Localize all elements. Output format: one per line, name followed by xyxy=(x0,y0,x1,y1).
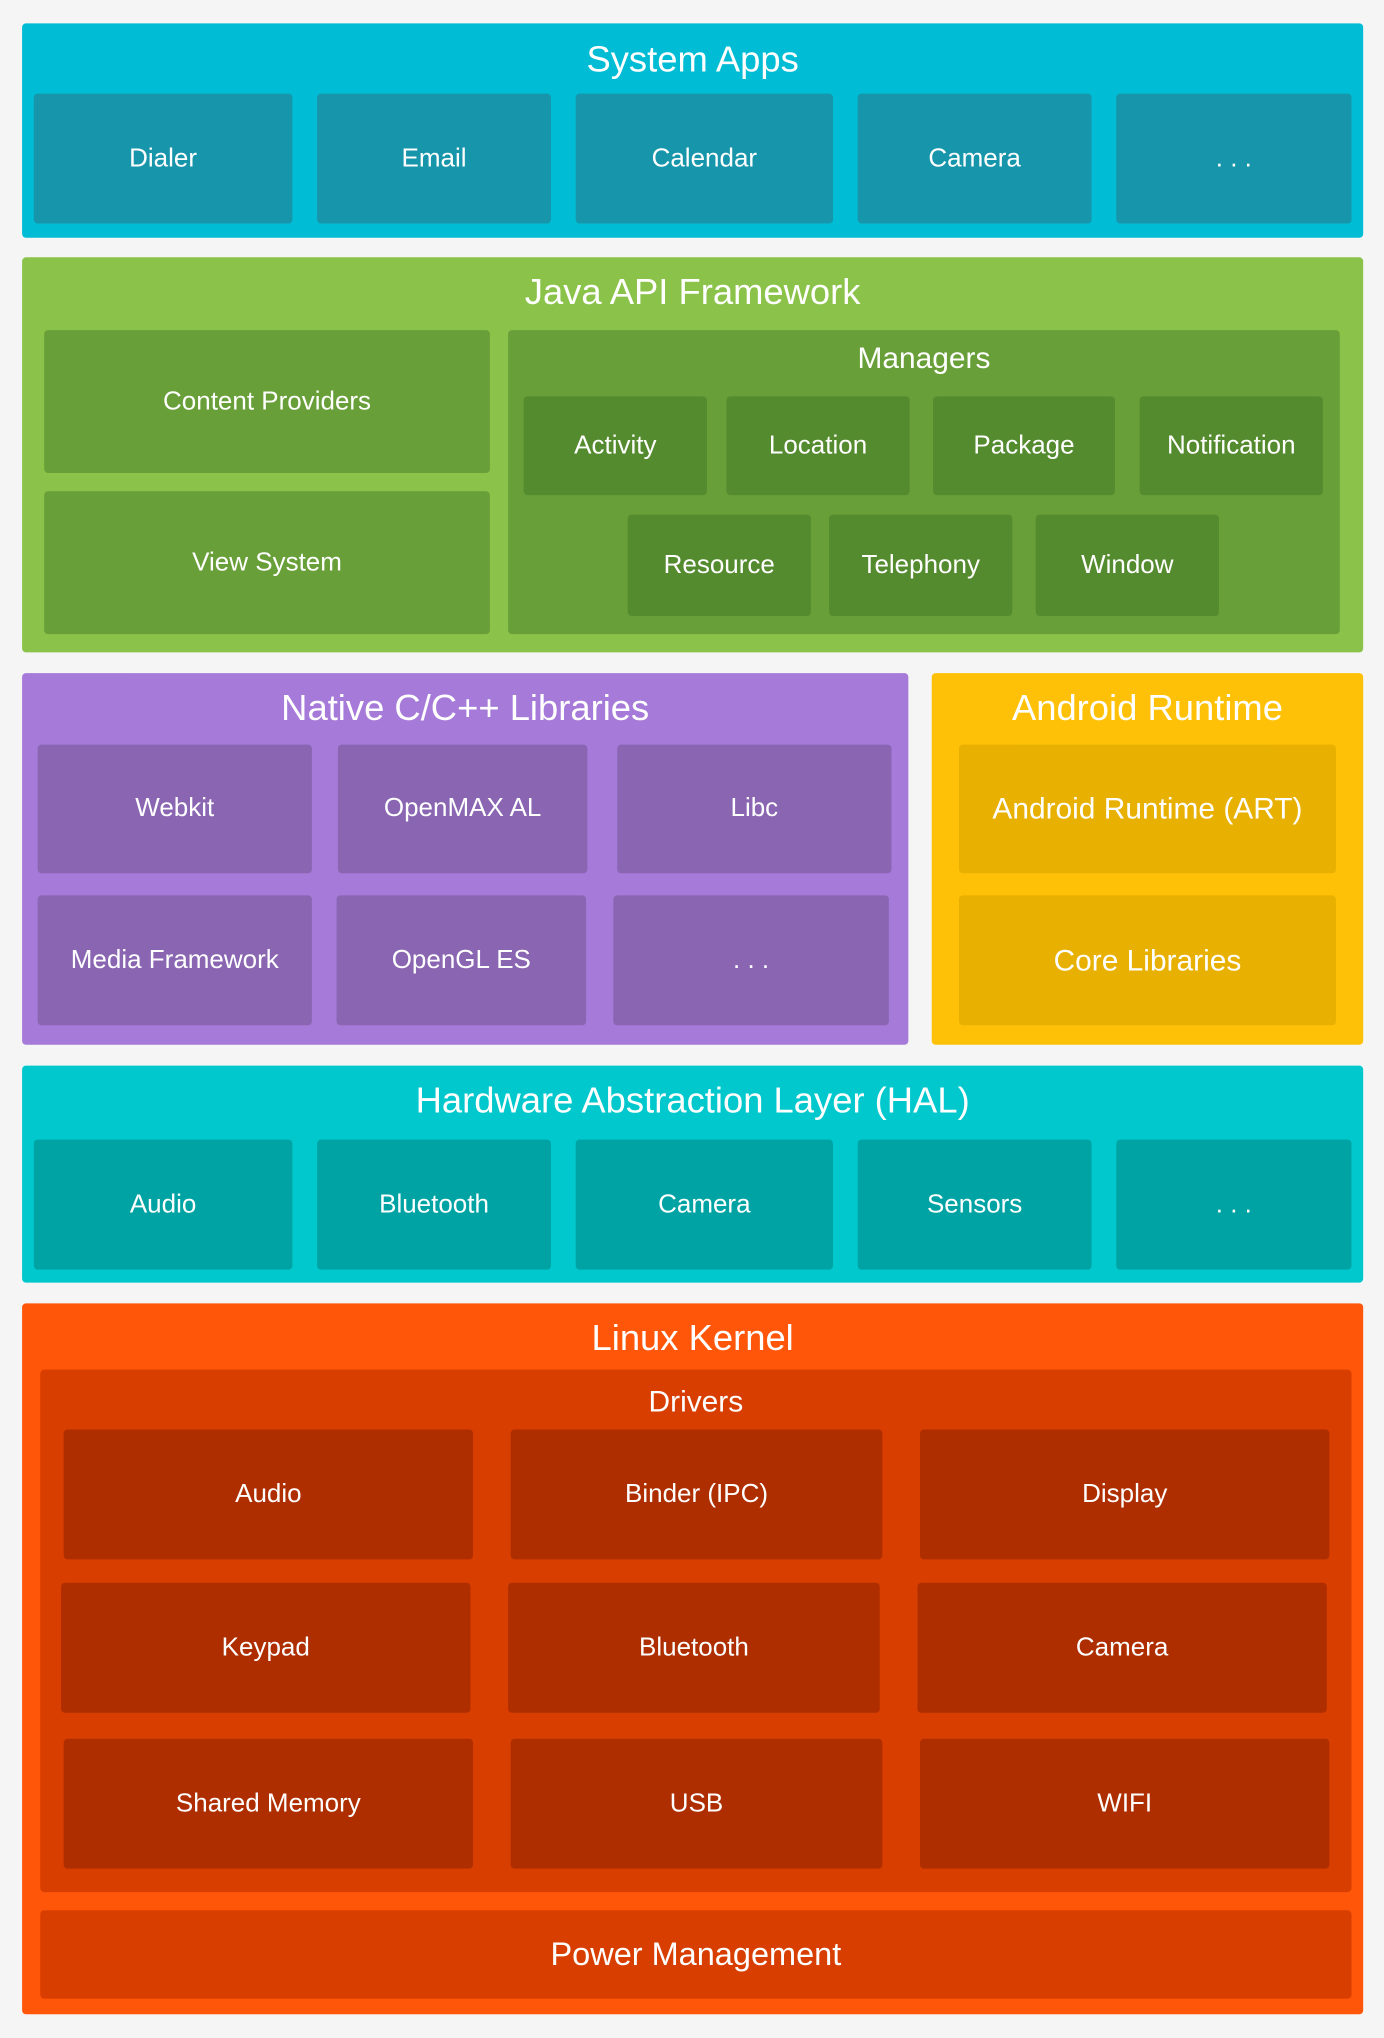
box-hal-bluetooth: Bluetooth xyxy=(317,1139,551,1270)
box-resource-manager: Resource xyxy=(627,514,811,616)
layer-title-hal: Hardware Abstraction Layer (HAL) xyxy=(415,1079,970,1121)
box-libc: Libc xyxy=(617,744,892,874)
box-driver-bluetooth: Bluetooth xyxy=(508,1582,880,1713)
box-package-manager: Package xyxy=(933,396,1115,496)
box-notification-manager: Notification xyxy=(1139,396,1323,496)
box-webkit: Webkit xyxy=(37,744,312,874)
layer-title-linux-kernel: Linux Kernel xyxy=(591,1317,794,1358)
box-hal-more: . . . xyxy=(1116,1139,1352,1270)
box-more-apps: . . . xyxy=(1116,93,1352,224)
box-core-libraries: Core Libraries xyxy=(959,895,1336,1026)
box-camera: Camera xyxy=(857,93,1092,224)
box-calendar: Calendar xyxy=(575,93,833,224)
managers-title: Managers xyxy=(857,340,991,375)
box-more-libraries: . . . xyxy=(613,895,889,1026)
box-hal-sensors: Sensors xyxy=(857,1139,1092,1270)
box-location-manager: Location xyxy=(726,396,910,496)
layer-title-native-libraries: Native C/C++ Libraries xyxy=(281,687,650,728)
box-dialer: Dialer xyxy=(33,93,293,224)
box-media-framework: Media Framework xyxy=(37,895,312,1026)
box-content-providers: Content Providers xyxy=(44,330,490,474)
box-hal-audio: Audio xyxy=(33,1139,293,1270)
box-art: Android Runtime (ART) xyxy=(959,744,1336,874)
box-driver-display: Display xyxy=(920,1429,1330,1560)
layer-title-java-api: Java API Framework xyxy=(524,271,861,312)
box-driver-shared-memory: Shared Memory xyxy=(63,1738,474,1869)
box-driver-wifi: WIFI xyxy=(920,1738,1330,1869)
layer-title-android-runtime: Android Runtime xyxy=(1011,687,1283,728)
box-opengl-es: OpenGL ES xyxy=(336,895,587,1026)
layer-title-system-apps: System Apps xyxy=(586,38,799,80)
box-window-manager: Window xyxy=(1035,514,1219,616)
box-driver-audio: Audio xyxy=(63,1429,474,1560)
box-openmax-al: OpenMAX AL xyxy=(337,744,588,874)
box-driver-keypad: Keypad xyxy=(61,1582,471,1713)
drivers-title: Drivers xyxy=(648,1383,744,1418)
box-driver-usb: USB xyxy=(510,1738,883,1869)
box-telephony-manager: Telephony xyxy=(829,514,1013,616)
box-driver-camera: Camera xyxy=(917,1582,1327,1713)
box-driver-binder: Binder (IPC) xyxy=(510,1429,883,1560)
box-activity-manager: Activity xyxy=(523,396,707,496)
box-email: Email xyxy=(317,93,551,224)
box-power-management: Power Management xyxy=(40,1910,1352,1999)
box-view-system: View System xyxy=(44,491,490,635)
box-hal-camera: Camera xyxy=(575,1139,833,1270)
